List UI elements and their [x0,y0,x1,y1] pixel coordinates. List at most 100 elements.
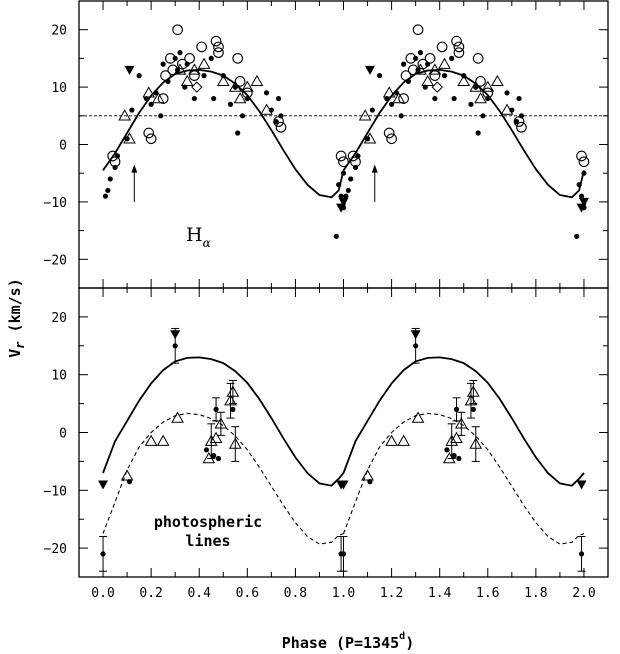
data-point-open-triangle [240,80,254,92]
data-point-open-circle [109,156,121,168]
x-tick-label: 1.0 [332,586,355,601]
data-point-open-triangle [411,411,425,423]
data-point-dot [473,84,479,90]
data-point-open-triangle [469,80,483,92]
data-point-dot [581,170,587,176]
data-point-dot [338,551,344,557]
data-point-open-triangle [123,132,136,144]
data-point-dot [451,453,457,459]
data-point-dot [451,95,457,102]
data-point-open-circle [273,116,284,127]
data-point-dot [263,90,270,96]
data-point-open-circle [350,156,361,168]
data-point-open-triangle [188,63,201,75]
data-point-open-circle [165,53,176,64]
x-tick-label: 2.0 [572,586,595,601]
data-point-open-triangle [481,80,495,92]
data-point-open-circle [145,133,157,145]
x-tick-label: 1.4 [428,586,452,601]
data-point-open-triangle [233,92,247,104]
data-point-dot [504,90,510,96]
data-point-open-circle [472,53,484,64]
data-point-dot [211,453,217,459]
x-tick-label: 0.0 [91,586,114,601]
model-curve-dashed [342,412,585,545]
data-point-dot [369,107,375,113]
data-point-dot [444,447,450,453]
data-point-dot [160,61,166,67]
data-point-dot [177,50,183,56]
data-point-dot [514,118,520,125]
y-tick-label: −10 [44,196,67,211]
x-tick-label: 1.6 [476,586,499,601]
data-point-dot [456,455,462,462]
data-point-open-triangle [438,57,451,69]
data-point-filled-triangle [410,330,421,340]
data-point-open-circle [578,156,590,168]
data-point-dot [273,118,279,125]
y-tick-label: 10 [51,369,67,384]
data-point-open-triangle [382,86,396,98]
data-point-dot [576,182,582,188]
data-point-open-triangle [118,109,132,121]
data-point-open-circle [210,35,222,47]
data-point-dot [230,406,236,412]
data-point-open-diamond [431,81,443,93]
data-point-open-triangle [204,434,218,446]
data-point-open-circle [436,41,448,53]
data-point-dot [102,193,109,199]
data-point-open-circle [160,70,171,81]
data-point-dot [232,84,238,90]
data-point-dot [336,182,342,188]
data-point-open-triangle [450,431,463,443]
data-point-open-triangle [180,74,194,87]
top-panel: 20 10 0 −10 −20 [44,0,609,289]
y-axis-title: Vr (km/s) [6,278,27,357]
data-point-open-circle [400,70,412,81]
y-tick-label: −20 [44,542,67,557]
data-point-open-triangle [226,385,240,397]
data-point-dot [432,95,438,102]
data-point-dot [158,113,164,119]
model-curve-solid [342,68,585,199]
data-point-dot [343,193,349,199]
data-point-open-circle [241,87,253,99]
data-point-open-circle [184,53,195,64]
h-alpha-label: Hα [186,224,211,250]
data-point-open-circle [107,150,119,162]
data-point-open-triangle [228,437,242,449]
x-tick-label: 0.6 [236,586,259,601]
data-point-dot [574,233,580,239]
y-tick-label: −10 [44,484,67,499]
data-point-dot [441,73,448,79]
data-point-dot [468,101,474,107]
data-point-open-circle [347,150,359,162]
data-point-dot [398,113,404,119]
data-point-open-circle [386,133,397,145]
data-point-open-diamond [191,81,203,93]
data-point-filled-triangle [578,197,589,207]
data-point-open-triangle [414,63,427,75]
data-point-dot [208,55,214,62]
x-tick-label: 0.8 [284,586,307,601]
data-point-open-circle [213,41,224,53]
data-point-open-circle [383,127,395,139]
x-tick-label: 1.8 [524,586,547,601]
data-point-open-triangle [385,434,398,446]
data-point-open-circle [143,127,155,139]
data-point-open-triangle [469,437,483,449]
data-point-open-triangle [216,74,230,87]
data-point-open-circle [335,150,347,162]
data-point-open-triangle [173,63,187,75]
y-tick-label: 20 [51,24,67,39]
data-point-filled-triangle [336,480,347,490]
data-point-dot [340,170,347,176]
data-point-open-circle [412,24,424,36]
data-point-dot [215,455,222,462]
data-point-filled-triangle [98,480,109,490]
data-point-dot [100,551,106,557]
data-point-dot [516,95,522,102]
data-point-dot [191,95,198,102]
data-point-dot [401,61,407,67]
data-point-open-circle [338,156,349,168]
